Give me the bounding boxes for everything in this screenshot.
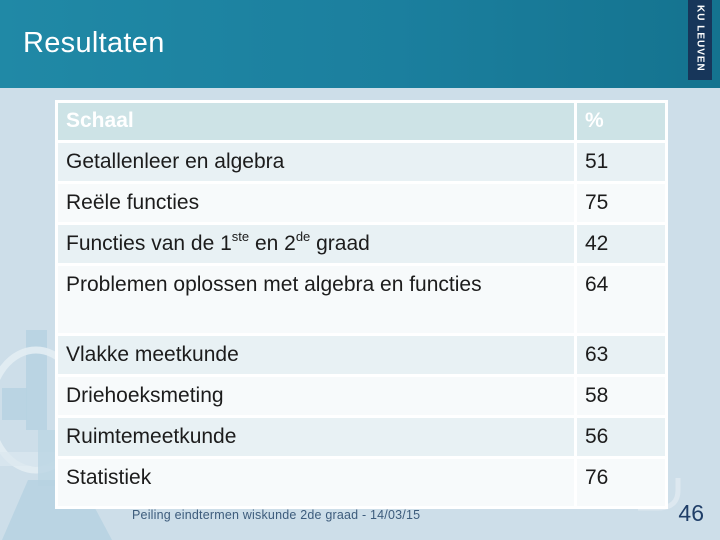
- table-row: Problemen oplossen met algebra en functi…: [58, 263, 665, 333]
- table-row: Getallenleer en algebra 51: [58, 140, 665, 181]
- row-value: 42: [574, 225, 665, 263]
- row-label: Ruimtemeetkunde: [66, 425, 237, 448]
- row-value: 56: [574, 418, 665, 456]
- slide-footer-text: Peiling eindtermen wiskunde 2de graad - …: [132, 508, 421, 522]
- row-label: Driehoeksmeting: [66, 384, 224, 407]
- row-value: 58: [574, 377, 665, 415]
- row-value: 75: [574, 184, 665, 222]
- table-header-row: Schaal %: [58, 103, 665, 140]
- title-band: Resultaten: [0, 0, 720, 88]
- table-row: Statistiek 76: [58, 456, 665, 506]
- row-value: 64: [574, 266, 665, 333]
- row-label: Getallenleer en algebra: [66, 150, 285, 173]
- table-row: Ruimtemeetkunde 56: [58, 415, 665, 456]
- row-label: Reële functies: [66, 191, 200, 214]
- table-row: Functies van de 1ste en 2de graad 42: [58, 222, 665, 263]
- row-value: 63: [574, 336, 665, 374]
- superscript: ste: [231, 229, 250, 244]
- page-number: 46: [678, 500, 704, 526]
- row-label: Functies van de 1ste en 2de graad: [66, 229, 370, 255]
- kuleuven-brand-ribbon: KU LEUVEN: [688, 0, 712, 80]
- kuleuven-logo-text: KU LEUVEN: [694, 5, 706, 72]
- row-value: 51: [574, 143, 665, 181]
- row-label: Statistiek: [66, 466, 152, 489]
- row-label: Vlakke meetkunde: [66, 343, 239, 366]
- superscript: de: [295, 229, 311, 244]
- column-header-percent: %: [574, 103, 665, 140]
- table-row: Driehoeksmeting 58: [58, 374, 665, 415]
- results-table: Schaal % Getallenleer en algebra 51 Reël…: [55, 100, 668, 509]
- column-header-schaal: Schaal: [66, 109, 134, 132]
- table-row: Reële functies 75: [58, 181, 665, 222]
- row-value: 76: [574, 459, 665, 506]
- table-row: Vlakke meetkunde 63: [58, 333, 665, 374]
- slide-title: Resultaten: [23, 27, 165, 59]
- row-label: Problemen oplossen met algebra en functi…: [66, 273, 482, 296]
